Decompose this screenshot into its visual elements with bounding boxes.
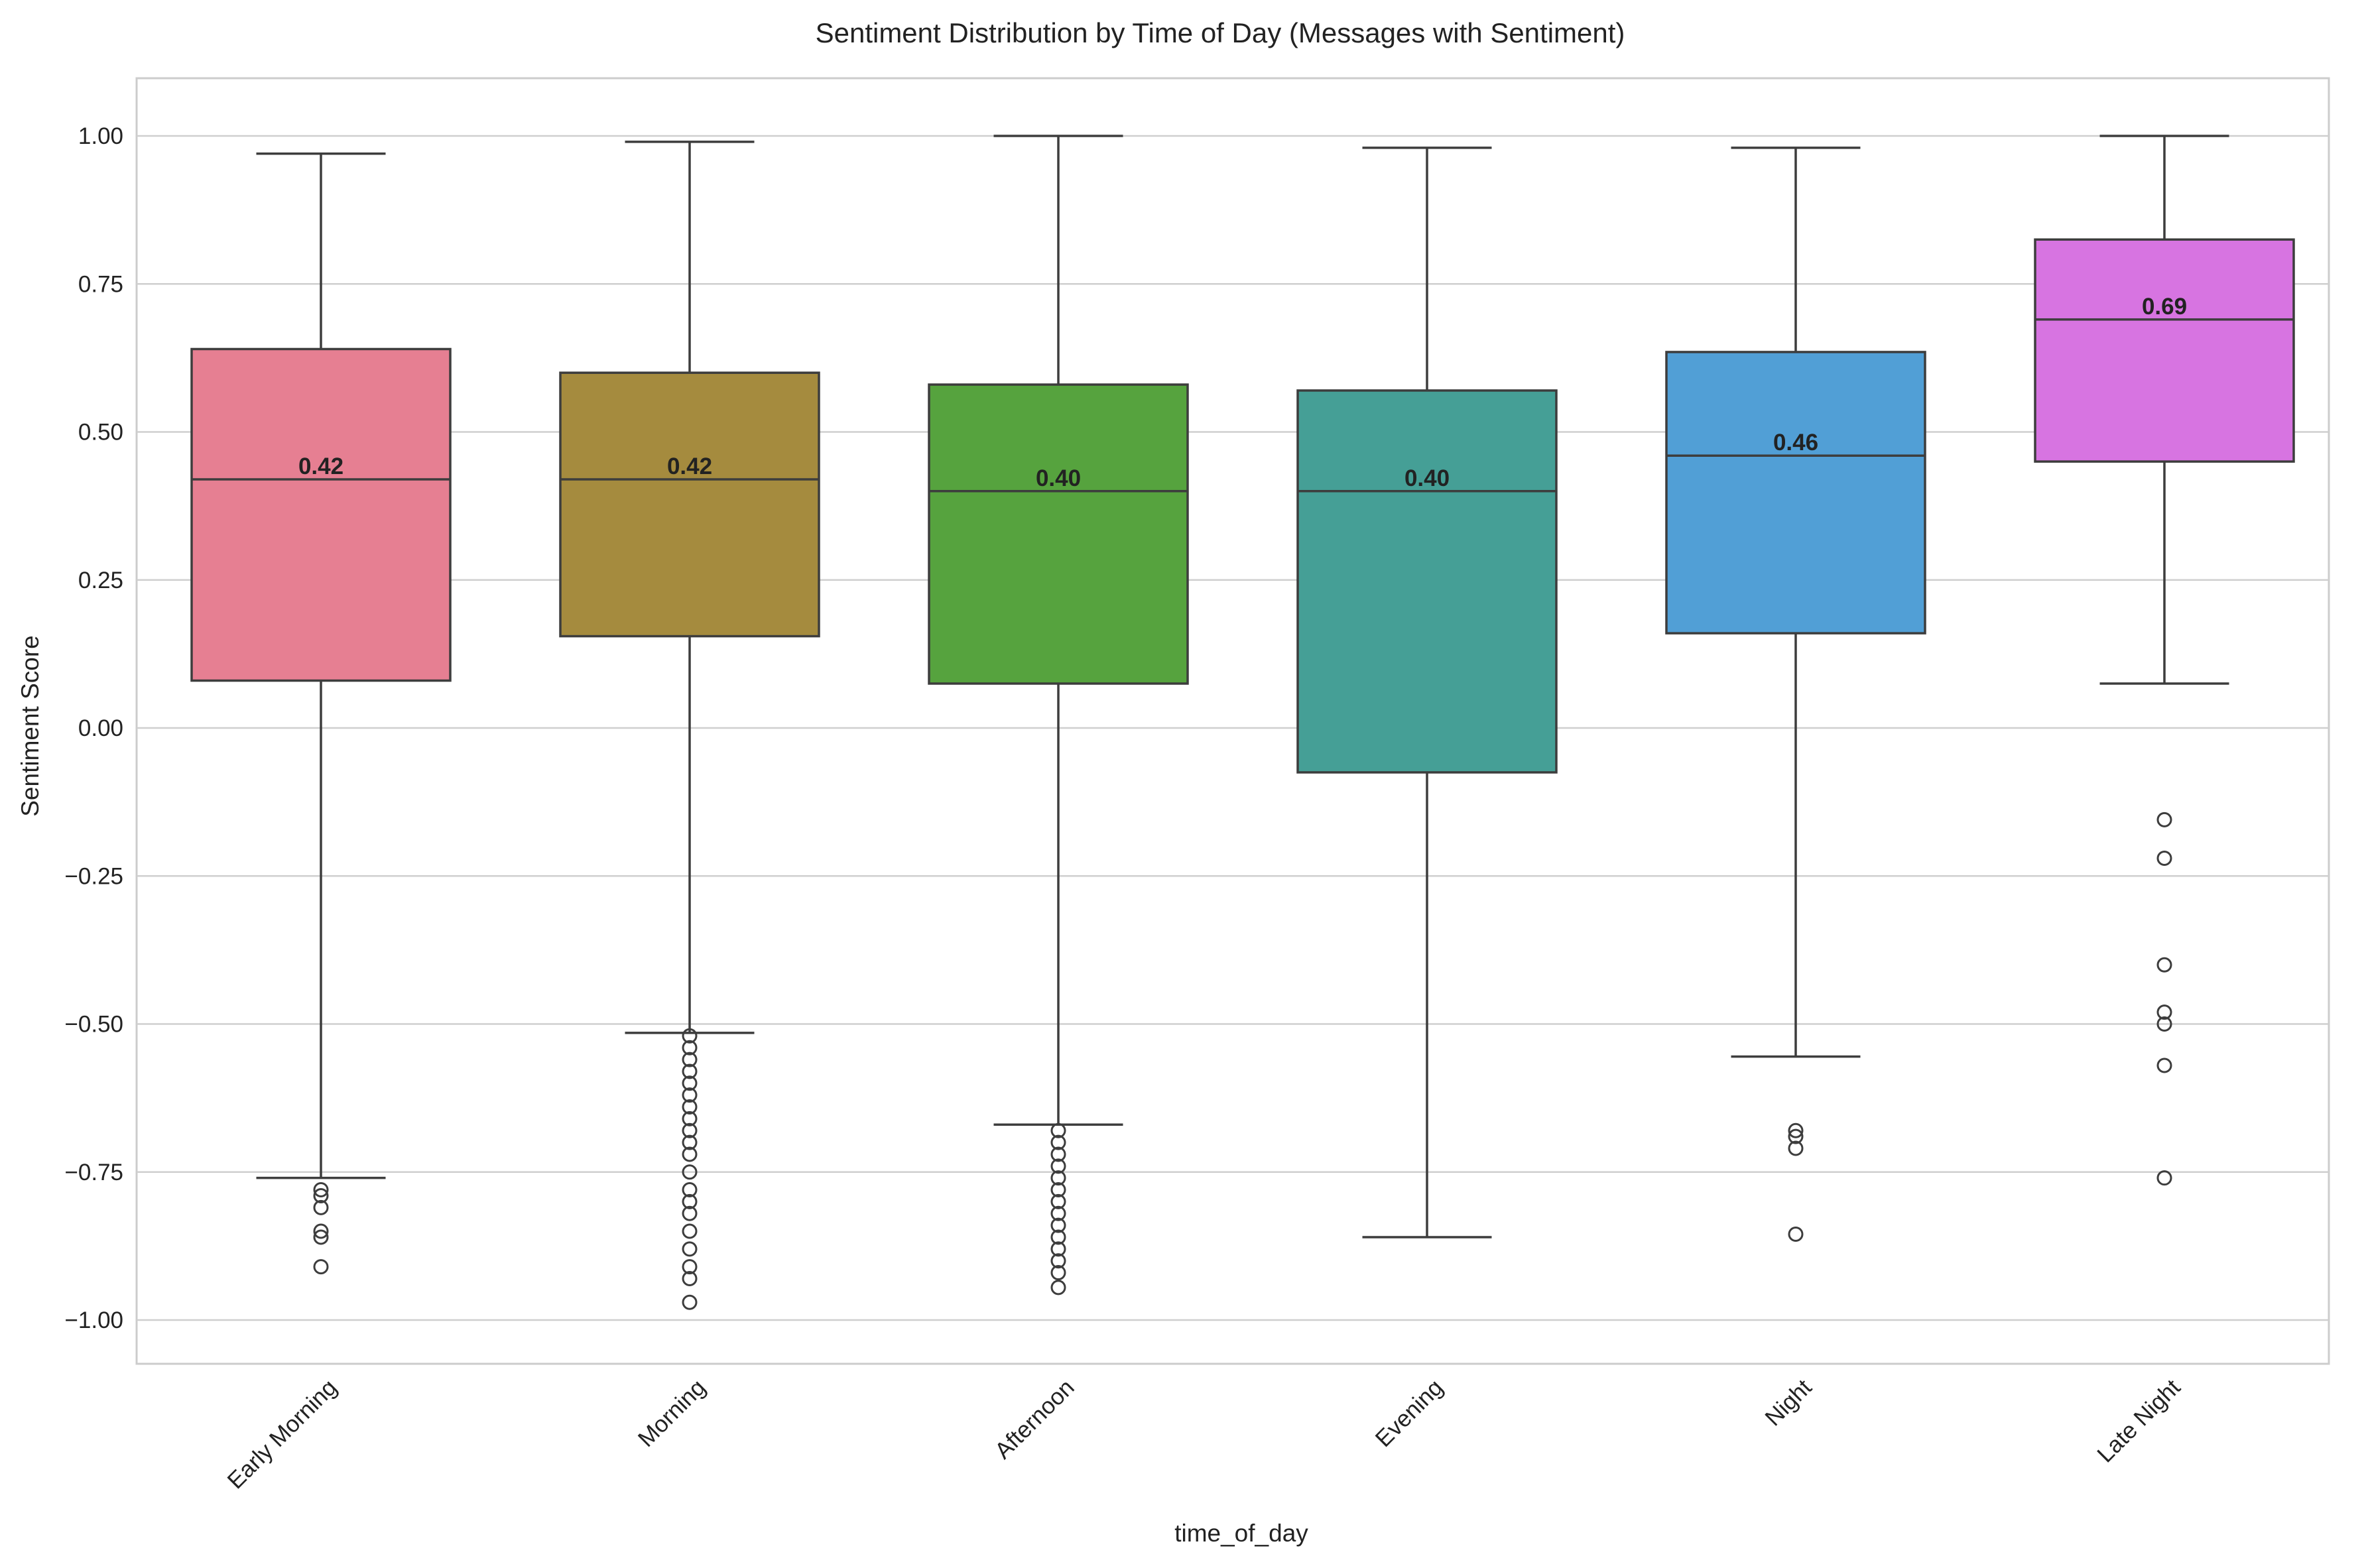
outlier-point (1050, 1241, 1066, 1257)
x-tick-label: Afternoon (990, 1374, 1080, 1464)
x-axis-label: time_of_day (1174, 1520, 1308, 1547)
y-tick-label: −1.00 (64, 1307, 123, 1333)
box-afternoon (928, 383, 1189, 685)
outlier-point (1050, 1205, 1066, 1221)
median-label: 0.46 (1773, 430, 1818, 455)
outlier-point (2156, 1004, 2172, 1020)
y-tick-label: 0.75 (78, 271, 123, 297)
outlier-point (1050, 1193, 1066, 1209)
outlier-point (1050, 1134, 1066, 1150)
outlier-point (682, 1111, 698, 1126)
outlier-point (313, 1182, 329, 1198)
outlier-point (682, 1063, 698, 1079)
chart-title: Sentiment Distribution by Time of Day (M… (816, 17, 1625, 48)
box-evening (1296, 389, 1558, 774)
outlier-point (682, 1193, 698, 1209)
box-morning (559, 371, 820, 638)
y-axis-label: Sentiment Score (17, 635, 44, 817)
outlier-point (2156, 957, 2172, 973)
outlier-point (682, 1028, 698, 1044)
outlier-point (682, 1259, 698, 1275)
plot-frame (135, 77, 2330, 1365)
y-tick-label: 0.00 (78, 715, 123, 741)
y-tick-label: −0.75 (64, 1160, 123, 1185)
outlier-point (313, 1199, 329, 1215)
outlier-point (682, 1241, 698, 1257)
outlier-point (1050, 1146, 1066, 1162)
outlier-point (2156, 812, 2172, 827)
outlier-point (1050, 1158, 1066, 1174)
median-label: 0.40 (1404, 465, 1450, 491)
median-label: 0.40 (1036, 465, 1081, 491)
outlier-point (682, 1182, 698, 1198)
outlier-point (682, 1122, 698, 1138)
outlier-point (1788, 1140, 1804, 1156)
outlier-point (2156, 1170, 2172, 1186)
median-label: 0.42 (298, 453, 343, 479)
outlier-point (682, 1087, 698, 1103)
outlier-point (1788, 1227, 1804, 1242)
outlier-point (2156, 850, 2172, 866)
outlier-point (1788, 1128, 1804, 1144)
outlier-point (682, 1146, 698, 1162)
outlier-point (313, 1187, 329, 1203)
outlier-point (1050, 1280, 1066, 1296)
outlier-point (682, 1270, 698, 1286)
x-tick-label: Early Morning (222, 1374, 342, 1494)
x-tick-label: Morning (633, 1374, 711, 1452)
box-night (1665, 351, 1926, 634)
outlier-point (682, 1134, 698, 1150)
outlier-point (1050, 1229, 1066, 1245)
outlier-point (682, 1040, 698, 1055)
outlier-point (682, 1205, 698, 1221)
outlier-point (1788, 1122, 1804, 1138)
box-late-night (2034, 238, 2295, 463)
y-tick-label: −0.25 (64, 863, 123, 889)
outlier-point (682, 1164, 698, 1180)
outlier-point (1050, 1122, 1066, 1138)
box-early-morning (190, 347, 452, 682)
outlier-point (1050, 1253, 1066, 1269)
outlier-point (682, 1075, 698, 1091)
outlier-point (1050, 1182, 1066, 1198)
outlier-point (2156, 1057, 2172, 1073)
outlier-point (682, 1223, 698, 1239)
outlier-point (313, 1259, 329, 1275)
outlier-point (2156, 1016, 2172, 1032)
outlier-point (313, 1223, 329, 1239)
outlier-point (1050, 1170, 1066, 1186)
outlier-point (682, 1099, 698, 1115)
y-tick-label: 1.00 (78, 123, 123, 149)
outlier-point (682, 1294, 698, 1310)
y-tick-label: 0.50 (78, 420, 123, 446)
x-tick-label: Night (1760, 1374, 1817, 1431)
outlier-point (1050, 1265, 1066, 1281)
y-tick-label: −0.50 (64, 1012, 123, 1038)
median-label: 0.42 (667, 453, 712, 479)
plot-area: 1.00 0.75 0.50 0.25 0.00 −0.25 −0.50 −0.75 −1.00… (64, 77, 2330, 1494)
x-tick-label: Late Night (2092, 1374, 2186, 1468)
outlier-point (313, 1229, 329, 1245)
median-label: 0.69 (2142, 294, 2187, 320)
x-tick-label: Evening (1371, 1374, 1448, 1452)
outlier-point (682, 1052, 698, 1067)
outlier-point (1050, 1217, 1066, 1233)
y-tick-label: 0.25 (78, 568, 123, 593)
